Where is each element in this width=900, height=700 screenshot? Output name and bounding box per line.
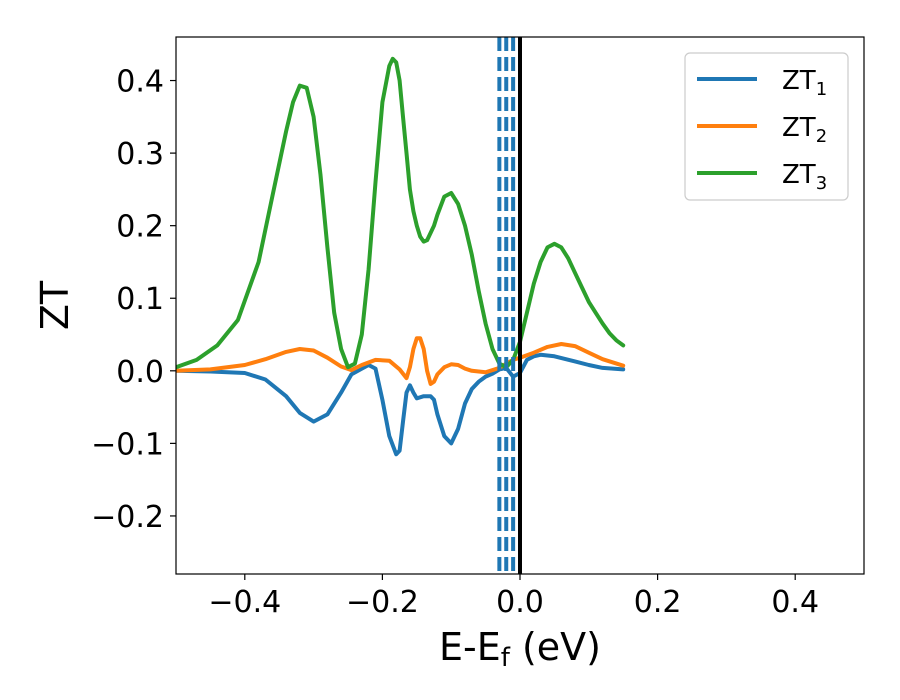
x-tick-label: 0.4: [771, 585, 819, 620]
y-axis-label: ZT: [33, 280, 77, 330]
y-tick-label: 0.3: [116, 137, 164, 172]
plot-area: [176, 37, 626, 574]
y-tick-label: −0.1: [91, 427, 164, 462]
y-tick-label: 0.2: [116, 210, 164, 245]
y-axis-ticks: −0.2 −0.1 0.0 0.1 0.2 0.3 0.4: [91, 65, 176, 535]
legend-label-zt3: ZT3: [782, 160, 827, 194]
y-tick-label: 0.0: [116, 355, 164, 390]
x-tick-label: 0.2: [634, 585, 682, 620]
x-axis-label: E-Ef (eV): [439, 625, 601, 673]
y-tick-label: −0.2: [91, 500, 164, 535]
series-line-zt3: [176, 56, 626, 370]
legend: ZT1 ZT2 ZT3: [684, 52, 849, 201]
series-line-zt2: [176, 336, 626, 386]
y-tick-label: 0.1: [116, 282, 164, 317]
legend-box: [684, 52, 849, 201]
x-tick-label: −0.2: [346, 585, 419, 620]
x-tick-label: 0.0: [496, 585, 544, 620]
y-tick-label: 0.4: [116, 65, 164, 100]
x-tick-label: −0.4: [208, 585, 281, 620]
legend-label-zt2: ZT2: [782, 113, 827, 147]
plot-frame: [175, 36, 865, 575]
x-axis-ticks: −0.4 −0.2 0.0 0.2 0.4: [208, 574, 819, 620]
series-line-zt1: [176, 352, 626, 457]
legend-label-zt1: ZT1: [782, 66, 827, 100]
